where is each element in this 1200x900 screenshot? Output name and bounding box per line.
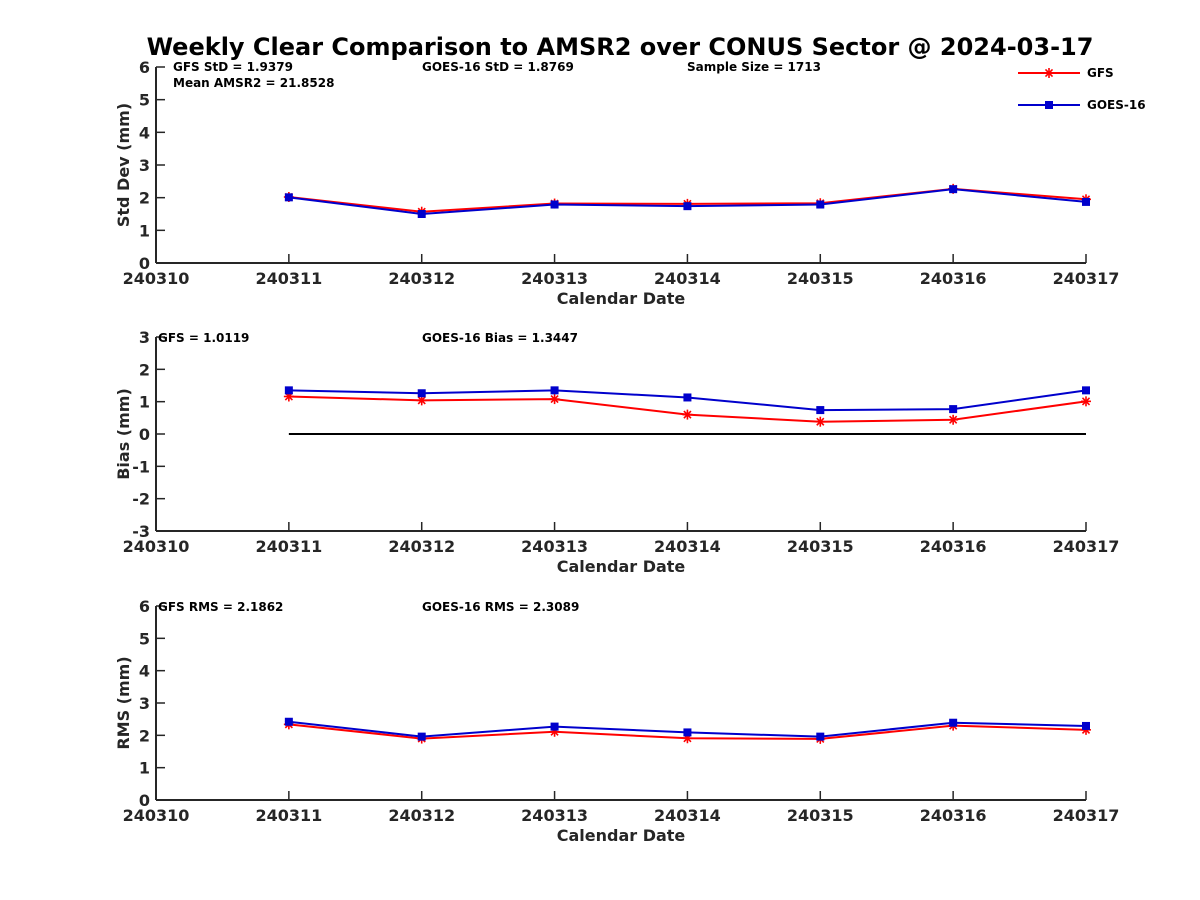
- stat-annotation: Mean AMSR2 = 21.8528: [173, 76, 334, 90]
- legend-entry-gfs: GFS: [1018, 66, 1114, 80]
- goes-16-point: [550, 200, 559, 209]
- goes-16-point: [949, 185, 958, 194]
- y-tick-label: 3: [139, 694, 150, 713]
- y-tick-label: 5: [139, 91, 150, 110]
- goes-16-point: [683, 728, 692, 737]
- y-tick-label: 4: [139, 123, 150, 142]
- x-axis-label: Calendar Date: [557, 289, 686, 308]
- stat-annotation: GFS RMS = 2.1862: [158, 600, 283, 614]
- x-tick-label: 240314: [654, 269, 721, 288]
- y-axis-label: Std Dev (mm): [114, 103, 133, 227]
- y-axis-label: Bias (mm): [114, 388, 133, 480]
- legend-label: GOES-16: [1087, 98, 1146, 112]
- y-tick-label: 6: [139, 58, 150, 77]
- goes-16-point: [1082, 721, 1090, 730]
- x-tick-label: 240311: [255, 537, 322, 556]
- legend-marker: [1044, 68, 1054, 78]
- x-tick-label: 240310: [123, 269, 190, 288]
- x-tick-label: 240314: [654, 537, 721, 556]
- goes-16-point: [417, 389, 426, 398]
- chart-title: Weekly Clear Comparison to AMSR2 over CO…: [147, 33, 1094, 61]
- stat-annotation: Sample Size = 1713: [687, 60, 821, 74]
- goes-16-point: [284, 386, 293, 395]
- gfs-point: [1081, 396, 1091, 407]
- y-tick-label: 1: [139, 759, 150, 778]
- y-tick-label: 3: [139, 328, 150, 347]
- y-axis-label: RMS (mm): [114, 656, 133, 749]
- bias-panel: 240310 240311 240312 240313 240314 240315 2403…: [114, 328, 1119, 576]
- gfs-point: [948, 414, 959, 425]
- gfs-point: [815, 416, 826, 427]
- goes-16-point: [683, 393, 692, 402]
- y-tick-label: 6: [139, 597, 150, 616]
- x-tick-label: 240310: [123, 806, 190, 825]
- goes-16-point: [683, 202, 692, 211]
- legend: GFS GOES-16: [1018, 66, 1146, 112]
- goes-16-point: [284, 717, 293, 726]
- goes-16-point: [550, 386, 559, 395]
- x-tick-label: 240315: [787, 269, 854, 288]
- y-tick-label: 5: [139, 629, 150, 648]
- x-tick-label: 240312: [388, 537, 455, 556]
- x-tick-label: 240312: [388, 806, 455, 825]
- std-dev-panel: 240310 240311 240312 240313 240314 240315 2403…: [114, 58, 1119, 308]
- legend-marker: [1045, 101, 1053, 109]
- x-axis-label: Calendar Date: [557, 557, 686, 576]
- y-tick-label: 1: [139, 393, 150, 412]
- legend-entry-goes-16: GOES-16: [1018, 98, 1146, 112]
- x-tick-label: 240315: [787, 537, 854, 556]
- goes-16-point: [816, 200, 825, 209]
- stat-annotation: GOES-16 StD = 1.8769: [422, 60, 574, 74]
- goes-16-point: [1082, 386, 1090, 395]
- x-tick-label: 240311: [255, 806, 322, 825]
- stat-annotation: GOES-16 RMS = 2.3089: [422, 600, 579, 614]
- y-tick-label: 0: [139, 425, 150, 444]
- x-tick-label: 240313: [521, 806, 588, 825]
- y-tick-label: 2: [139, 360, 150, 379]
- gfs-point: [682, 409, 693, 420]
- stat-annotation: GFS = 1.0119: [158, 331, 249, 345]
- x-tick-label: 240313: [521, 269, 588, 288]
- x-tick-label: 240316: [920, 806, 987, 825]
- x-tick-label: 240317: [1053, 806, 1120, 825]
- y-tick-label: 2: [139, 189, 150, 208]
- x-tick-label: 240312: [388, 269, 455, 288]
- y-tick-label: -1: [132, 457, 150, 476]
- goes-16-point: [417, 732, 426, 741]
- goes-16-point: [949, 718, 958, 727]
- y-tick-label: 2: [139, 726, 150, 745]
- x-tick-label: 240316: [920, 537, 987, 556]
- goes-16-point: [816, 406, 825, 415]
- y-tick-label: 4: [139, 662, 150, 681]
- x-tick-label: 240314: [654, 806, 721, 825]
- x-tick-label: 240315: [787, 806, 854, 825]
- x-tick-label: 240313: [521, 537, 588, 556]
- x-tick-label: 240311: [255, 269, 322, 288]
- y-tick-label: -2: [132, 490, 150, 509]
- legend-label: GFS: [1087, 66, 1114, 80]
- y-tick-label: 1: [139, 221, 150, 240]
- x-tick-label: 240316: [920, 269, 987, 288]
- y-tick-label: 3: [139, 156, 150, 175]
- y-tick-label: 0: [139, 791, 150, 810]
- x-tick-label: 240310: [123, 537, 190, 556]
- x-tick-label: 240317: [1053, 269, 1120, 288]
- stat-annotation: GFS StD = 1.9379: [173, 60, 293, 74]
- goes-16-point: [284, 193, 293, 202]
- stat-annotation: GOES-16 Bias = 1.3447: [422, 331, 578, 345]
- goes-16-point: [816, 732, 825, 741]
- goes-16-point: [550, 722, 559, 731]
- y-tick-label: -3: [132, 522, 150, 541]
- x-tick-label: 240317: [1053, 537, 1120, 556]
- goes-16-point: [949, 405, 958, 414]
- y-tick-label: 0: [139, 254, 150, 273]
- goes-16-point: [417, 210, 426, 218]
- goes-16-point: [1082, 197, 1090, 206]
- x-axis-label: Calendar Date: [557, 826, 686, 845]
- rms-panel: 240310 240311 240312 240313 240314 240315 2403…: [114, 597, 1119, 845]
- gfs-point: [549, 394, 560, 405]
